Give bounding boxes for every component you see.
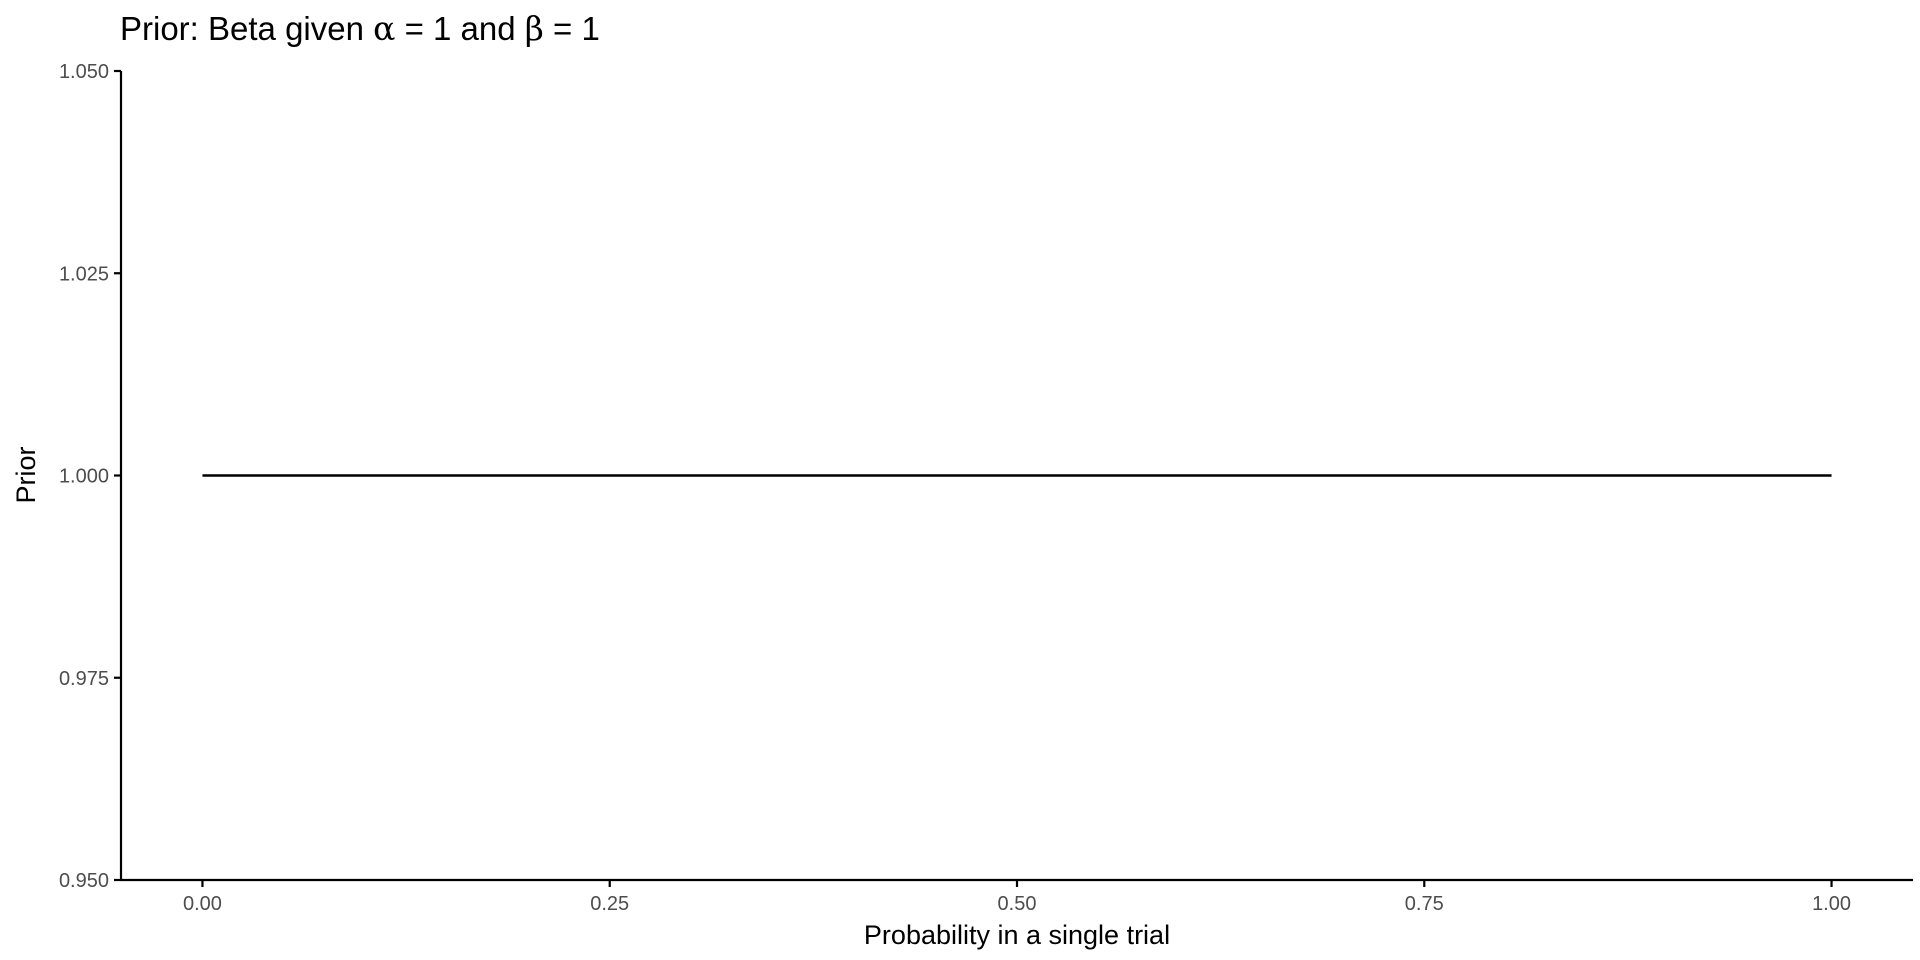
x-tick-label: 0.75 <box>1405 893 1444 915</box>
x-axis-title: Probability in a single trial <box>864 920 1170 950</box>
title-beta-symbol: β <box>525 9 544 48</box>
chart-title: Prior: Beta given α = 1 and β = 1 <box>120 9 600 48</box>
title-middle: = 1 and <box>395 10 524 47</box>
x-tick-label: 0.50 <box>998 893 1037 915</box>
x-tick-label: 1.00 <box>1812 893 1851 915</box>
title-alpha-symbol: α <box>373 9 395 48</box>
y-tick-label: 1.025 <box>59 263 109 285</box>
title-suffix: = 1 <box>544 10 600 47</box>
y-tick-label: 0.950 <box>59 870 109 892</box>
x-axis: 0.00 0.25 0.50 0.75 1.00 <box>121 878 1913 915</box>
x-tick-label: 0.25 <box>590 893 629 915</box>
y-axis: 0.950 0.975 1.000 1.025 1.050 <box>59 61 123 892</box>
y-tick-label: 0.975 <box>59 668 109 690</box>
y-tick-label: 1.050 <box>59 61 109 83</box>
x-tick-label: 0.00 <box>183 893 222 915</box>
title-prefix: Prior: Beta given <box>120 10 373 47</box>
y-tick-label: 1.000 <box>59 466 109 488</box>
y-axis-title: Prior <box>11 446 41 503</box>
